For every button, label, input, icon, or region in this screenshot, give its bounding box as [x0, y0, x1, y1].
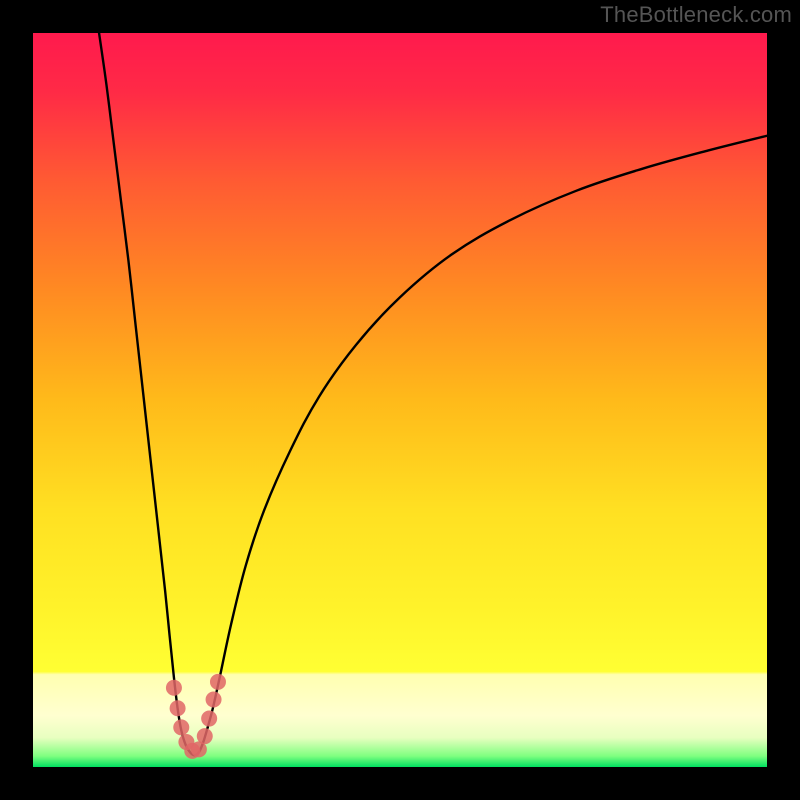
valley-marker-9 [210, 674, 226, 690]
valley-marker-8 [206, 691, 222, 707]
watermark-text: TheBottleneck.com [600, 2, 792, 28]
bottleneck-curve-chart [33, 33, 767, 767]
valley-marker-6 [197, 728, 213, 744]
plot-area [33, 33, 767, 767]
valley-marker-2 [173, 719, 189, 735]
chart-frame: TheBottleneck.com [0, 0, 800, 800]
valley-marker-7 [201, 711, 217, 727]
valley-marker-1 [170, 700, 186, 716]
valley-marker-0 [166, 680, 182, 696]
